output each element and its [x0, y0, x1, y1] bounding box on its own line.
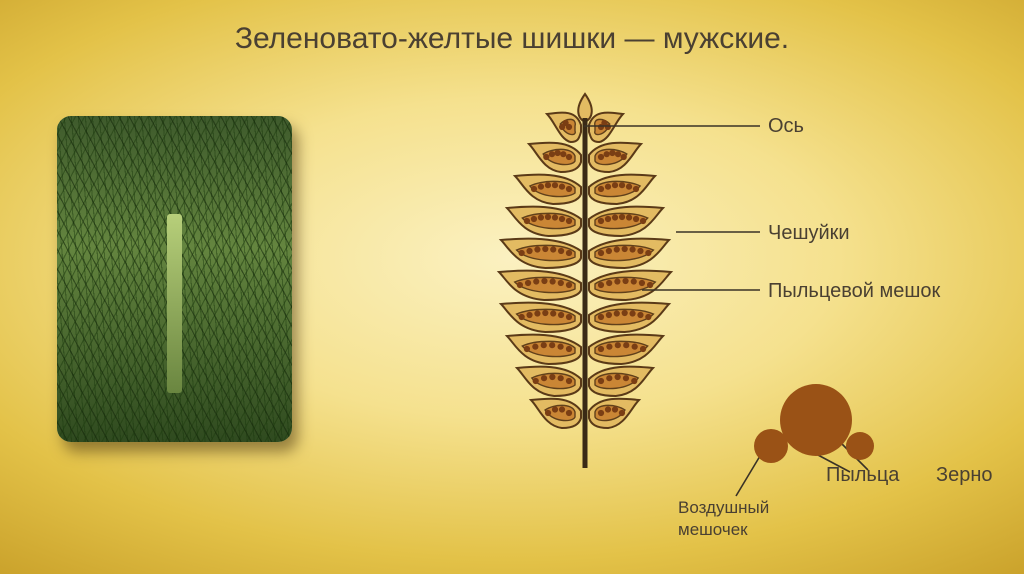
airsac-left-icon: [754, 429, 788, 463]
pollen-body-icon: [780, 384, 852, 456]
airsac-right-icon: [846, 432, 874, 460]
pollen-grain: [0, 0, 1024, 574]
